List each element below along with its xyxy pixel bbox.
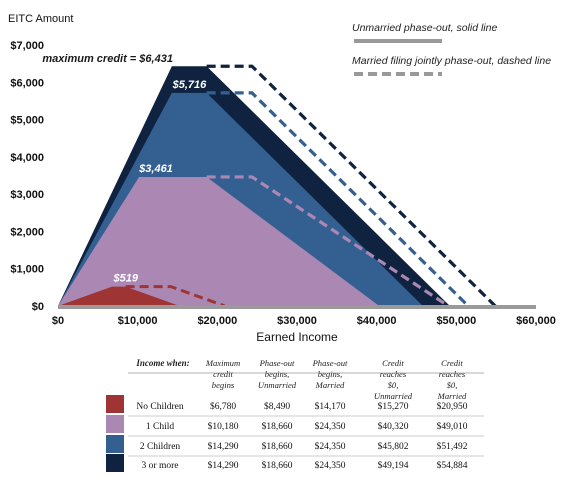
eitc-table: Income when: Maximum credit begins Phase-out… (106, 358, 484, 472)
table-header-cell: Phase-out begins, Unmarried (258, 358, 297, 390)
annotation-label: $5,716 (172, 79, 208, 91)
table-cell: $45,802 (378, 441, 409, 452)
x-tick-label: $60,000 (516, 315, 556, 327)
x-tick-label: $40,000 (357, 315, 397, 327)
y-tick-label: $4,000 (10, 152, 44, 164)
annotation-label: $519 (112, 273, 138, 285)
table-cell: $24,350 (315, 421, 346, 432)
table-header-cell: Income when: (135, 358, 189, 368)
table-row-label: 1 Child (146, 422, 174, 432)
dashed-line-3-or-more (206, 64, 497, 308)
table-cell: $8,490 (264, 401, 290, 412)
y-axis: $0 $1,000 $2,000 $3,000 $4,000 $5,000 $6,000 $7… (10, 40, 44, 313)
table-cell: $10,180 (208, 421, 239, 432)
annotation-label: $3,461 (138, 163, 173, 175)
x-tick-label: $30,000 (277, 315, 317, 327)
y-tick-label: $3,000 (10, 189, 44, 201)
annotations: maximum credit = $6,431 $5,716 $3,461 $519 (42, 53, 207, 284)
x-tick-label: $0 (52, 315, 64, 327)
table-cell: $15,270 (378, 401, 409, 412)
x-tick-label: $10,000 (118, 315, 158, 327)
married-phaseout-lines (125, 64, 497, 308)
area-no-children (58, 286, 180, 306)
y-tick-label: $5,000 (10, 115, 44, 127)
y-tick-label: $7,000 (10, 40, 44, 52)
legend-item-label: Married filing jointly phase-out, dashed… (352, 55, 551, 67)
table-cell: $14,290 (208, 441, 239, 452)
table-header-cell: Credit reaches $0, Married (437, 358, 467, 401)
table-row-label: No Children (136, 402, 183, 412)
y-tick-label: $2,000 (10, 226, 44, 238)
area-1-child (58, 176, 380, 306)
legend: Unmarried phase-out, solid line Married f… (352, 22, 551, 76)
table-swatch-no-children (106, 395, 124, 413)
table-header-cell: Maximum credit begins (205, 358, 240, 390)
legend-item-label: Unmarried phase-out, solid line (352, 22, 497, 34)
table-cell: $49,194 (378, 460, 409, 471)
table-cell: $24,350 (315, 441, 346, 452)
table-cell: $24,350 (315, 460, 346, 471)
table-cell: $40,320 (378, 421, 409, 432)
table-cell: $6,780 (210, 401, 236, 412)
x-tick-label: $20,000 (197, 315, 237, 327)
x-axis: $0 $10,000 $20,000 $30,000 $40,000 $50,000 $60… (52, 315, 556, 327)
x-tick-label: $50,000 (436, 315, 476, 327)
dashed-line-no-children (125, 285, 226, 308)
table-cell: $20,950 (437, 401, 468, 412)
table-cell: $18,660 (262, 460, 293, 471)
table-header-cell: Phase-out begins, Married (312, 358, 348, 390)
annotation-label: maximum credit = $6,431 (42, 53, 173, 65)
table-row-label: 2 Children (140, 442, 181, 452)
x-axis-label: Earned Income (256, 330, 338, 344)
y-tick-label: $0 (32, 301, 44, 313)
table-cell: $14,170 (315, 401, 346, 412)
dashed-line-1-child (206, 175, 450, 308)
chart-areas (58, 66, 450, 307)
y-tick-label: $1,000 (10, 264, 44, 276)
y-axis-label: EITC Amount (8, 13, 73, 25)
table-row-label: 3 or more (142, 461, 179, 471)
table-cell: $18,660 (262, 421, 293, 432)
table-cell: $51,492 (437, 441, 468, 452)
y-tick-label: $6,000 (10, 77, 44, 89)
table-swatch-2-children (106, 435, 124, 453)
table-cell: $49,010 (437, 421, 468, 432)
dashed-line-2-children (206, 91, 470, 308)
table-swatch-3-or-more (106, 454, 124, 472)
table-cell: $14,290 (208, 460, 239, 471)
table-cell: $18,660 (262, 441, 293, 452)
table-cell: $54,884 (437, 460, 468, 471)
table-header-cell: Credit reaches $0, Unmarried (374, 358, 413, 401)
table-swatch-1-child (106, 415, 124, 433)
